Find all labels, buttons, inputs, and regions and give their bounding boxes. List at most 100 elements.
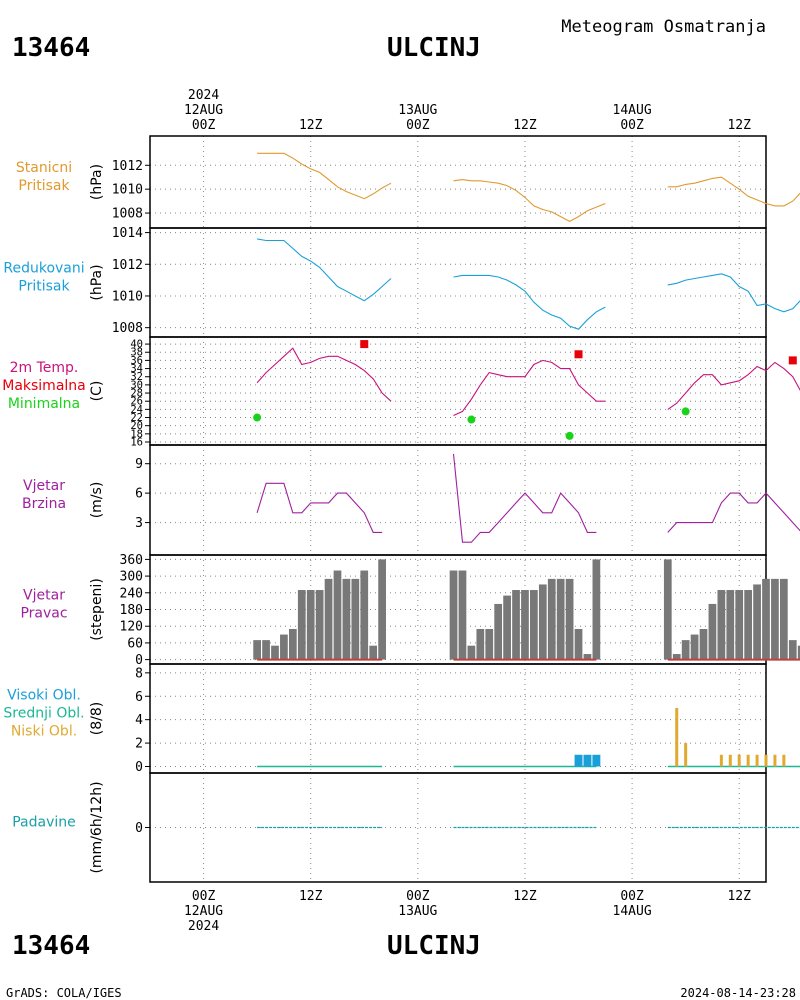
y-tick-label: 0 (135, 760, 143, 775)
y-tick-label: 6 (135, 690, 143, 705)
wind-direction-bar (735, 590, 744, 660)
y-axis-label: (mm/6h/12h) (89, 781, 105, 873)
wind-direction-bar (280, 634, 288, 660)
y-axis-label: (hPa) (89, 164, 105, 200)
minimum-marker (565, 431, 574, 440)
bottom-time-label: 00Z (192, 889, 216, 904)
wind-direction-bar (672, 654, 681, 660)
low-cloud-bar (755, 754, 759, 767)
wind-direction-bar (458, 570, 467, 660)
panel-label: Vjetar (23, 478, 65, 494)
panel-label: Redukovani (3, 261, 84, 277)
wind-direction-bar (271, 645, 279, 660)
y-tick-label: 24 (130, 404, 143, 416)
y-tick-label: 6 (135, 487, 143, 502)
wind-direction-bar (521, 590, 529, 660)
minimum-marker (253, 413, 262, 422)
panel-label: 2m Temp. (10, 360, 79, 376)
wind-direction-bar (530, 590, 538, 660)
y-tick-label: 28 (130, 388, 143, 400)
wind-direction-bar (467, 645, 476, 660)
bottom-time-label: 14AUG (613, 904, 652, 919)
panel-label: Minimalna (8, 396, 80, 412)
low-cloud-bar (746, 754, 750, 767)
y-tick-label: 18 (130, 428, 143, 440)
y-tick-label: 1008 (112, 321, 143, 336)
low-cloud-bar (782, 754, 786, 767)
y-tick-label: 20 (130, 420, 143, 432)
wind-direction-bar (565, 578, 574, 660)
wind-direction-bar (476, 628, 485, 660)
panel-label: Maksimalna (2, 378, 86, 394)
wind-direction-bar (360, 570, 369, 660)
y-tick-label: 240 (120, 586, 143, 601)
panel-frame (149, 554, 767, 665)
panel-label: Niski Obl. (11, 724, 77, 740)
y-tick-label: 1012 (112, 159, 143, 174)
series-line (453, 359, 606, 417)
bottom-time-label: 00Z (406, 889, 430, 904)
wind-direction-bar (681, 640, 690, 660)
panel-label: Pritisak (18, 178, 70, 194)
bottom-time-label: 00Z (620, 889, 644, 904)
low-cloud-bar (684, 743, 688, 767)
wind-direction-bar (797, 645, 800, 660)
wind-direction-bar (699, 628, 708, 660)
wind-direction-bar (503, 595, 511, 660)
panel-clouds: 0 2 4 6 8 (8/8) Visoki Obl. Srednji Obl. Niski O… (3, 663, 800, 775)
y-tick-label: 1014 (112, 226, 143, 241)
credit: GrADS: COLA/IGES (6, 986, 122, 1000)
series-line (257, 152, 392, 200)
minimum-marker (467, 415, 476, 424)
y-tick-label: 8 (135, 666, 143, 681)
bottom-time-label: 12AUG (184, 904, 223, 919)
bottom-time-label: 12Z (513, 889, 537, 904)
wind-direction-bar (378, 559, 386, 660)
wind-direction-bar (690, 634, 699, 660)
wind-direction-bar (351, 578, 360, 660)
series-line (257, 238, 392, 302)
wind-direction-bar (342, 578, 351, 660)
wind-direction-bar (288, 628, 297, 660)
wind-direction-bar (306, 590, 315, 660)
panel-label: Pritisak (18, 279, 70, 295)
low-cloud-bar (764, 754, 768, 767)
panel-label: Padavine (12, 815, 76, 831)
top-time-label: 13AUG (398, 103, 437, 118)
panel-frame (149, 336, 767, 446)
station-name-bottom: ULCINJ (387, 931, 481, 961)
panel-frame (149, 135, 767, 229)
top-time-label: 12AUG (184, 103, 223, 118)
y-axis-label: (hPa) (89, 264, 105, 300)
wind-direction-bar (726, 590, 735, 660)
series-line (256, 482, 383, 533)
maximum-marker (360, 340, 369, 349)
high-cloud-bar (574, 754, 583, 767)
top-time-label: 14AUG (613, 103, 652, 118)
y-tick-label: 0 (135, 653, 143, 668)
series-line (667, 492, 800, 533)
station-id-top: 13464 (12, 33, 90, 63)
wind-direction-bar (771, 578, 779, 660)
y-axis-label: (8/8) (89, 702, 105, 735)
top-time-label: 12Z (513, 118, 537, 133)
wind-direction-bar (315, 590, 324, 660)
top-time-label: 00Z (192, 118, 216, 133)
minimum-marker (681, 407, 690, 416)
y-tick-label: 32 (130, 371, 143, 383)
panel-precipitation: 0 (mm/6h/12h) Padavine (12, 772, 800, 883)
y-tick-label: 9 (135, 457, 143, 472)
top-time-label: 12Z (299, 118, 323, 133)
low-cloud-bar (719, 754, 723, 767)
wind-direction-bar (708, 603, 717, 660)
y-tick-label: 300 (120, 570, 143, 585)
wind-direction-bar (324, 578, 333, 660)
timestamp: 2024-08-14-23:28 (680, 986, 796, 1000)
station-id-bottom: 13464 (12, 931, 90, 961)
top-time-label: 2024 (188, 88, 219, 103)
bottom-time-label: 2024 (188, 919, 219, 934)
panel-station-pressure: 1008 1010 1012 (hPa) Stanicni Pritisak (16, 135, 800, 229)
